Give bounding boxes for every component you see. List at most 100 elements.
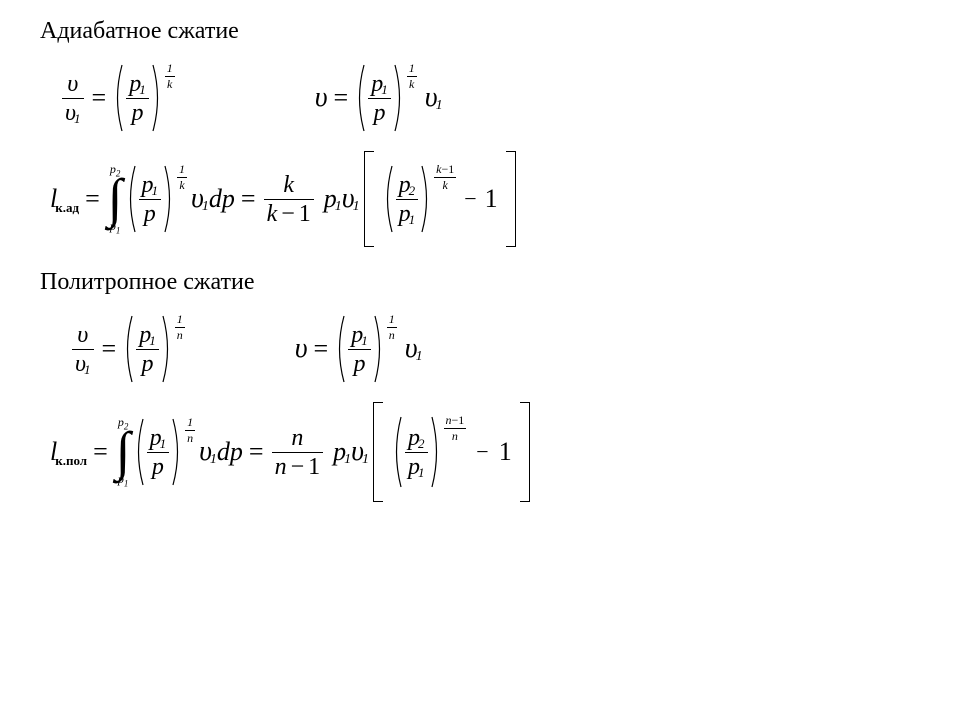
sub-1: 1	[74, 112, 81, 125]
lower-limit: p1	[118, 473, 129, 488]
one: 1	[299, 202, 311, 226]
equals: =	[92, 85, 107, 111]
parens: p2 p1	[391, 415, 442, 489]
p: p	[141, 352, 153, 376]
exp-den: n	[450, 430, 460, 443]
sub-1: 1	[335, 200, 342, 214]
dp: dp	[209, 186, 235, 212]
pow-group: p1 p 1 n	[133, 417, 196, 487]
k: k	[283, 173, 294, 197]
frac-p1-p: p1 p	[136, 323, 159, 376]
sub-2: 2	[418, 437, 425, 450]
paren-right	[171, 417, 183, 487]
exp-den: k	[177, 179, 186, 192]
polytropic-work-row: l к.пол = p2 ∫ p1 p1 p	[50, 402, 960, 502]
exp-den: k	[165, 78, 174, 91]
frac-upsilon-upsilon1: υ υ 1	[62, 72, 84, 125]
bracket-right	[520, 402, 530, 502]
minus: −	[291, 455, 305, 479]
equals: =	[334, 85, 349, 111]
heading-adiabatic: Адиабатное сжатие	[40, 18, 960, 45]
heading-polytropic: Политропное сжатие	[40, 269, 960, 296]
parens: p2 p1	[382, 164, 433, 234]
frac-p2-p1: p2 p1	[405, 426, 428, 479]
p: p	[131, 101, 143, 125]
sub-1: 1	[160, 437, 167, 450]
exp-den: k	[441, 179, 450, 192]
paren-left	[112, 63, 124, 133]
paren-left	[334, 314, 346, 384]
exp-1-over-k: 1 k	[177, 163, 187, 192]
one: 1	[499, 439, 512, 465]
paren-left	[354, 63, 366, 133]
frac-p1-p: p1 p	[348, 323, 371, 376]
eq-adiabatic-upsilon-expr: υ = p1 p	[315, 63, 443, 133]
eq-adiabatic-ratio: υ υ 1 = p1 p	[60, 63, 175, 133]
exp-1-over-k: 1 k	[407, 62, 417, 91]
sub-1: 1	[436, 99, 443, 113]
sub-1: 1	[361, 334, 368, 347]
sub-1: 1	[409, 213, 416, 226]
equals: =	[249, 439, 264, 465]
parens: p1 p	[354, 63, 405, 133]
paren-right	[430, 415, 442, 489]
p: p	[144, 202, 156, 226]
paren-right	[161, 314, 173, 384]
n: n	[275, 455, 287, 479]
sub-kad: к.ад	[55, 201, 79, 214]
sub-kpol: к.пол	[55, 454, 87, 467]
polytropic-ratio-row: υ υ1 = p1 p	[70, 314, 960, 384]
parens: p1 p	[334, 314, 385, 384]
eq-polytropic-ratio: υ υ1 = p1 p	[70, 314, 185, 384]
exp-den: n	[387, 329, 397, 342]
eq-polytropic-upsilon-expr: υ = p1 p 1	[295, 314, 423, 384]
paren-right	[393, 63, 405, 133]
upsilon: υ	[67, 72, 78, 96]
equals: =	[314, 336, 329, 362]
sub-1: 1	[149, 334, 156, 347]
exp-num: 1	[165, 62, 175, 75]
exp-1-over-n: 1 n	[185, 416, 195, 445]
dp: dp	[217, 439, 243, 465]
exp-1-over-k: 1 k	[165, 62, 175, 91]
exp-num: k−1	[434, 163, 456, 176]
lower-limit: p1	[110, 220, 121, 235]
bracket-left	[364, 151, 374, 247]
sub-1: 1	[344, 453, 351, 467]
paren-right	[163, 164, 175, 234]
sub-1: 1	[418, 466, 425, 479]
bracket-left	[373, 402, 383, 502]
parens: p1 p	[122, 314, 173, 384]
minus: −	[476, 441, 488, 463]
sub-1: 1	[416, 350, 423, 364]
minus: −	[464, 188, 476, 210]
paren-left	[391, 415, 403, 489]
exp-den: k	[407, 78, 416, 91]
pow-group: p2 p1 k−1 k	[382, 164, 457, 234]
p: p	[152, 455, 164, 479]
paren-left	[382, 164, 394, 234]
exp-num: 1	[185, 416, 195, 429]
integral-sign: ∫	[116, 433, 131, 471]
page: Адиабатное сжатие υ υ 1 =	[0, 0, 960, 720]
frac-n-nm1: n n − 1	[272, 426, 324, 479]
equals: =	[93, 439, 108, 465]
frac-p2-p1: p2 p1	[396, 173, 419, 226]
frac-p1-p: p1 p	[147, 426, 170, 479]
upsilon: υ	[77, 323, 88, 347]
exp-den: n	[175, 329, 185, 342]
parens: p1 p	[112, 63, 163, 133]
eq-adiabatic-work: l к.ад = p2 ∫ p1 p1 p	[50, 151, 516, 247]
exp-den: n	[185, 432, 195, 445]
frac-p1-p: p1 p	[126, 72, 149, 125]
frac-upsilon-upsilon1: υ υ1	[72, 323, 94, 376]
n: n	[291, 426, 303, 450]
eq-polytropic-work: l к.пол = p2 ∫ p1 p1 p	[50, 402, 530, 502]
pow-group: p1 p 1 k	[125, 164, 188, 234]
parens: p1 p	[133, 417, 184, 487]
frac-p1-p: p1 p	[139, 173, 162, 226]
frac-p1-p: p1 p	[368, 72, 391, 125]
sub-2: 2	[409, 184, 416, 197]
upsilon: υ	[295, 335, 308, 363]
adiabatic-work-row: l к.ад = p2 ∫ p1 p1 p	[50, 151, 960, 247]
